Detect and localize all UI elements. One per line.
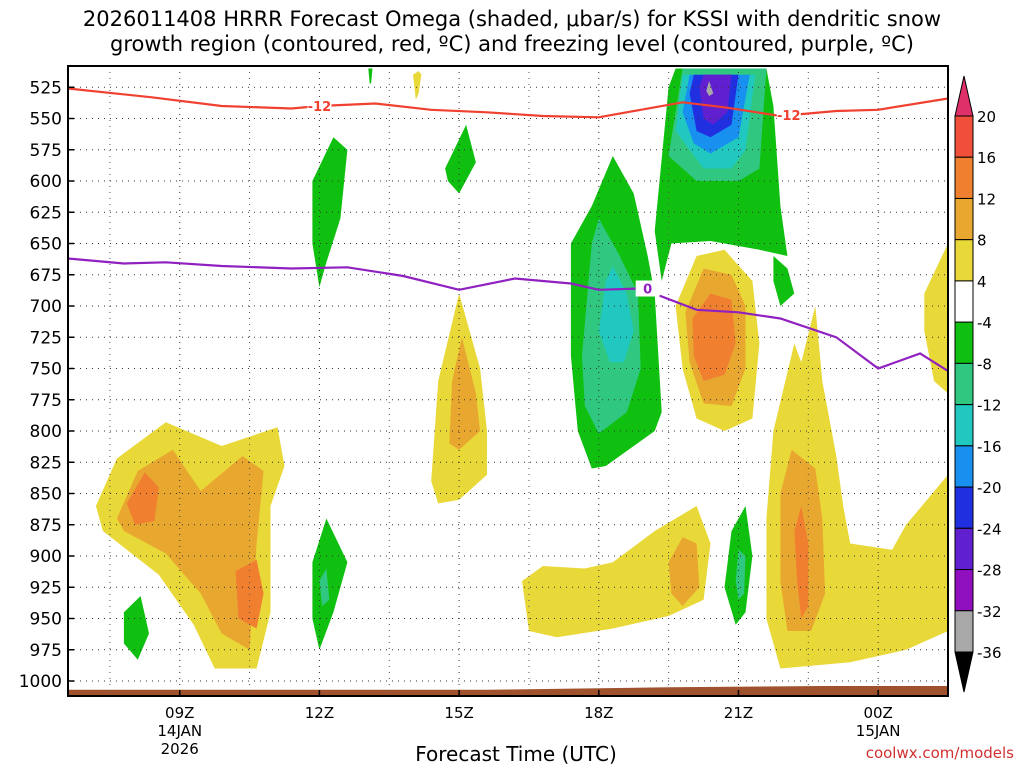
- colorbar: 20 16 12 8 4 -4 -8 -12 -16 -20 -24 -28 -32 -36: [954, 75, 1002, 693]
- chart-title-line2: growth region (contoured, red, ºC) and f…: [110, 32, 914, 56]
- colorbar-label--4: -4: [977, 314, 992, 332]
- colorbar-label-8: 8: [977, 232, 987, 250]
- x-tick-date-00Z: 15JAN: [856, 722, 901, 740]
- colorbar-swatch--32: [954, 569, 974, 612]
- omega-region-20: [706, 81, 714, 96]
- x-tick-label-21Z: 21Z: [724, 704, 753, 722]
- colorbar-label--16: -16: [977, 438, 1002, 456]
- x-tick-label-12Z: 12Z: [305, 704, 334, 722]
- x-tick-label-09Z: 09Z: [165, 704, 194, 722]
- colorbar-swatch--24: [954, 486, 974, 529]
- colorbar-label--24: -24: [977, 520, 1002, 538]
- y-tick-label-1000: 1000: [19, 672, 62, 692]
- colorbar-bottom-arrow: [954, 651, 974, 693]
- y-tick-label-875: 875: [30, 516, 62, 536]
- terrain-strip: [68, 686, 948, 696]
- colorbar-label-4: 4: [977, 273, 987, 291]
- colorbar-swatch--20: [954, 445, 974, 488]
- omega-region-8: [445, 124, 476, 194]
- site-credit: coolwx.com/models: [865, 744, 1014, 762]
- omega-region-34: [368, 68, 373, 84]
- terrain-fill: [68, 686, 948, 696]
- x-tick-label-15Z: 15Z: [444, 704, 473, 722]
- x-tick-label-18Z: 18Z: [584, 704, 613, 722]
- y-tick-label-750: 750: [30, 360, 62, 380]
- y-tick-label-600: 600: [30, 172, 62, 192]
- omega-region-4: [123, 596, 149, 660]
- omega-region-24: [692, 293, 736, 381]
- omega-region-33: [413, 71, 422, 100]
- omega-region-28: [735, 549, 746, 600]
- x-tick-year-09Z: 2026: [161, 740, 199, 758]
- y-tick-label-800: 800: [30, 422, 62, 442]
- y-tick-label-825: 825: [30, 453, 62, 473]
- colorbar-swatch-8: [954, 197, 974, 241]
- freezing-level-label: 0: [635, 280, 660, 298]
- colorbar-swatch--28: [954, 527, 974, 571]
- omega-region-31: [794, 506, 809, 619]
- omega-region-25: [522, 506, 711, 638]
- colorbar-swatch-4: [954, 239, 974, 282]
- y-tick-label-725: 725: [30, 328, 62, 348]
- svg-text:-12: -12: [308, 100, 332, 115]
- svg-text:-12: -12: [777, 109, 801, 124]
- y-tick-label-975: 975: [30, 641, 62, 661]
- colorbar-top-arrow: [954, 75, 974, 117]
- colorbar-label--12: -12: [977, 397, 1002, 415]
- y-tick-label-850: 850: [30, 485, 62, 505]
- colorbar-label--36: -36: [977, 644, 1002, 662]
- omega-region-26: [668, 537, 700, 606]
- omega-region-7: [319, 568, 330, 606]
- y-tick-label-925: 925: [30, 578, 62, 598]
- dgz-label-2: -12: [776, 106, 801, 124]
- y-tick-label-650: 650: [30, 235, 62, 255]
- colorbar-swatch--16: [954, 404, 974, 447]
- colorbar-label--20: -20: [977, 479, 1002, 497]
- y-tick-label-900: 900: [30, 547, 62, 567]
- svg-text:0: 0: [643, 283, 652, 298]
- y-tick-label-950: 950: [30, 610, 62, 630]
- y-tick-label-625: 625: [30, 203, 62, 223]
- y-axis: 525 550 575 600 625 650 675 700 725 750 775 800 825 8…: [19, 78, 74, 692]
- colorbar-swatch-16: [954, 115, 974, 158]
- colorbar-label--32: -32: [977, 603, 1002, 621]
- x-axis-title: Forecast Time (UTC): [415, 742, 617, 766]
- colorbar-swatch--12: [954, 362, 974, 406]
- y-tick-label-675: 675: [30, 266, 62, 286]
- freezing-level-contour-line: [68, 257, 948, 372]
- omega-region-32: [924, 243, 948, 394]
- colorbar-swatch--8: [954, 321, 974, 364]
- contour-lines: -12 -12 0: [68, 87, 948, 372]
- colorbar-swatch--36: [954, 610, 974, 653]
- dgz-contour-line: [68, 87, 948, 119]
- colorbar-swatch-12: [954, 156, 974, 199]
- y-tick-label-550: 550: [30, 110, 62, 130]
- omega-region-21: [773, 256, 795, 306]
- y-tick-label-575: 575: [30, 141, 62, 161]
- omega-region-10: [449, 337, 481, 450]
- omega-region-2: [126, 472, 159, 525]
- chart-title-line1: 2026011408 HRRR Forecast Omega (shaded, …: [82, 7, 942, 31]
- colorbar-label-20: 20: [977, 108, 996, 126]
- colorbar-label-12: 12: [977, 190, 996, 208]
- dgz-label-1: -12: [307, 98, 332, 115]
- colorbar-swatch--4: [954, 280, 974, 323]
- colorbar-label-16: 16: [977, 149, 996, 167]
- x-tick-label-00Z: 00Z: [863, 704, 892, 722]
- y-tick-label-700: 700: [30, 297, 62, 317]
- shaded-omega-regions: [95, 68, 948, 669]
- y-tick-label-775: 775: [30, 391, 62, 411]
- colorbar-label--8: -8: [977, 355, 992, 373]
- omega-region-5: [312, 137, 348, 288]
- x-tick-date-09Z: 14JAN: [157, 722, 202, 740]
- omega-region-6: [312, 518, 348, 650]
- y-tick-label-525: 525: [30, 78, 62, 98]
- colorbar-label--28: -28: [977, 562, 1002, 580]
- plot-frame: [67, 65, 949, 697]
